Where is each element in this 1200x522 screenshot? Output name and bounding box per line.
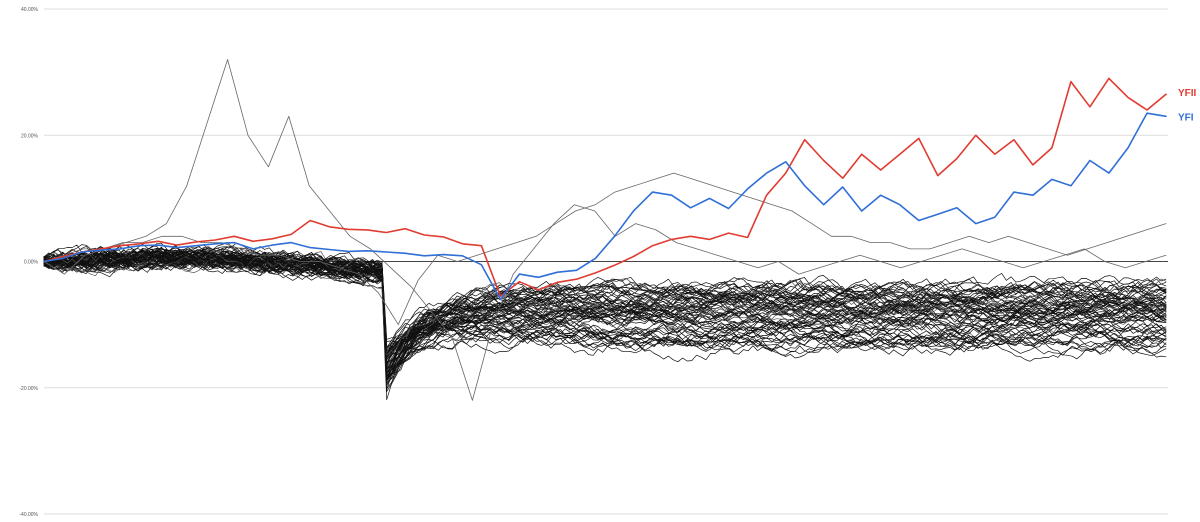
background-series-line [43,252,1167,376]
background-series-line [43,255,1167,364]
background-series-line [43,250,1167,374]
background-series-line [43,246,1167,380]
series-label-yfi: YFI [1178,112,1194,123]
y-tick-label: 20.00% [21,133,39,139]
y-tick-label: 0.00% [24,260,39,266]
outlier-series-line [43,59,1167,401]
background-series-line [43,249,1167,386]
background-series-line [43,249,1167,380]
background-series-line [43,253,1167,355]
background-series-line [43,246,1167,349]
background-series-line [43,253,1167,353]
background-series-line [43,242,1167,357]
series-label-yfii: YFII [1178,88,1197,99]
y-axis-ticks: 40.00% 20.00% 0.00% -20.00% -40.00% [19,7,38,518]
highlighted-series-group [43,77,1167,301]
y-tick-label: -20.00% [19,386,38,392]
series-line-yfii [43,77,1167,297]
y-tick-label: -40.00% [19,512,38,518]
background-series-line [43,248,1167,358]
background-series-line [43,253,1167,385]
series-line-yfi [43,112,1167,301]
background-series-line [43,254,1167,341]
background-series-line [43,250,1167,349]
outlier-series-line [43,172,1167,325]
background-series-group [43,59,1167,401]
background-series-line [43,246,1167,373]
background-series-line [43,248,1167,381]
series-labels: YFII YFI [1178,88,1197,123]
y-tick-label: 40.00% [21,7,39,13]
background-series-line [43,249,1167,382]
background-series-line [43,242,1167,370]
background-series-line [43,255,1167,352]
background-series-line [43,254,1167,376]
background-series-line [43,252,1167,377]
background-series-line [43,246,1167,364]
background-series-line [43,251,1167,390]
